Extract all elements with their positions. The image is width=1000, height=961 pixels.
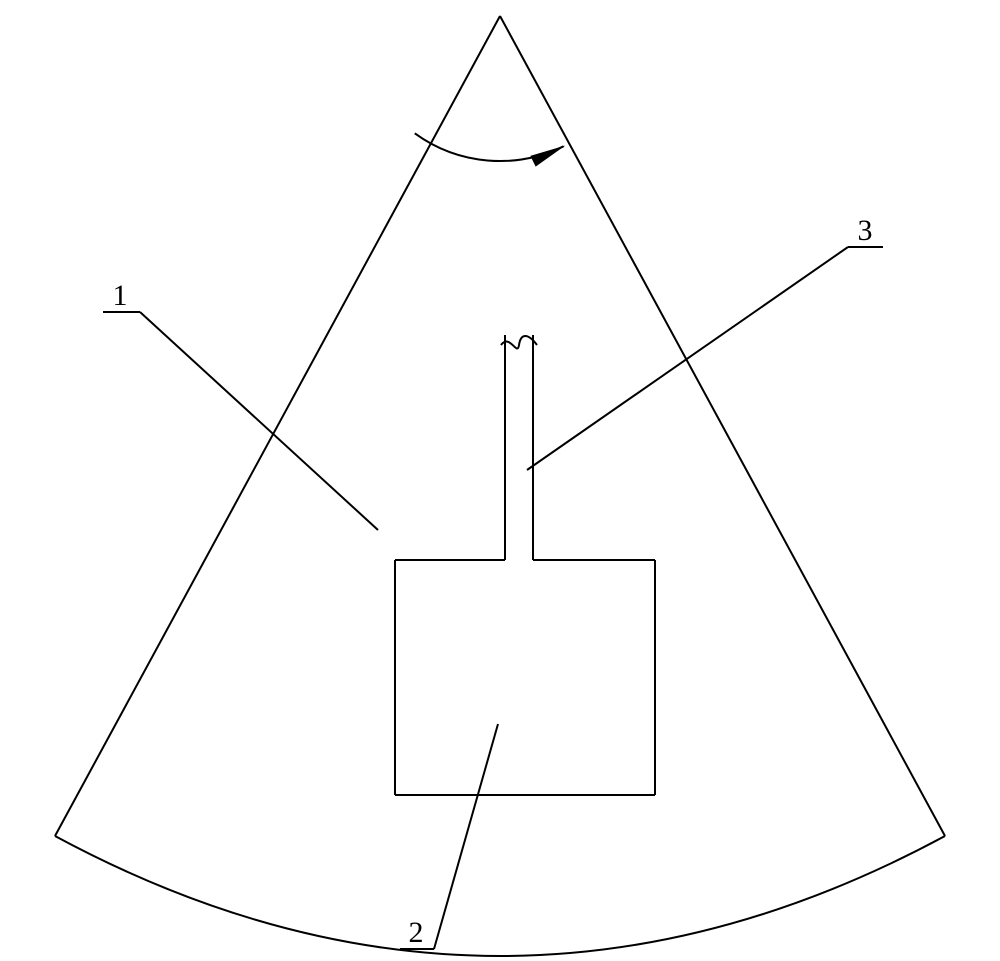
- callout-1-leader: [140, 312, 378, 530]
- callout-1-label: 1: [113, 279, 128, 312]
- callout-2-leader: [434, 724, 498, 949]
- callout-3-label: 3: [858, 214, 873, 247]
- callout-2-label: 2: [409, 916, 424, 949]
- stem-break-mark: [501, 336, 537, 348]
- sector-bottom-arc: [55, 836, 945, 956]
- sector-right-edge: [500, 16, 945, 836]
- angle-arc-arrowhead: [530, 145, 565, 166]
- callout-3-leader: [527, 247, 848, 470]
- sector-left-edge: [55, 16, 500, 836]
- technical-diagram: 1 2 3: [0, 0, 1000, 961]
